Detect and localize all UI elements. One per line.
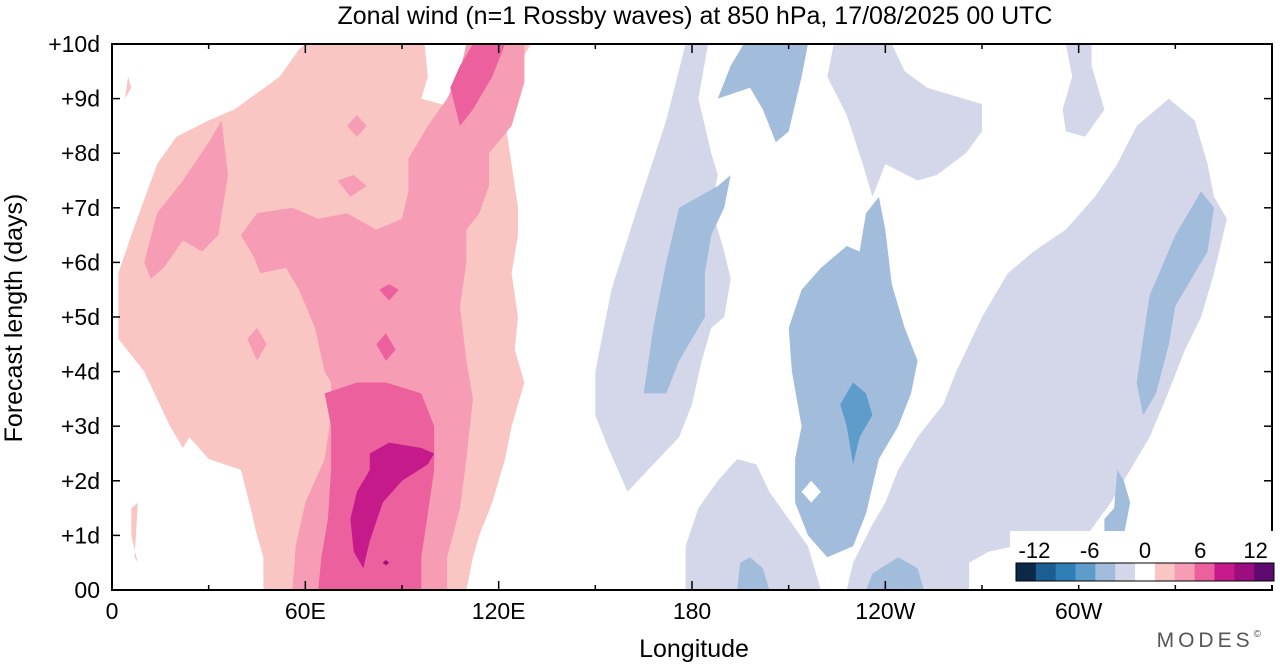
y-tick-label: 00	[74, 577, 100, 603]
x-axis-label: Longitude	[639, 635, 749, 663]
contour-region	[788, 180, 808, 214]
colorbar-swatch	[1194, 563, 1215, 581]
colorbar-tick-label: -12	[1019, 538, 1051, 563]
contour-region	[717, 44, 808, 143]
contour-region	[240, 44, 525, 590]
contour-region	[131, 502, 138, 563]
y-axis: 00 +1d +2d +3d +4d +5d +6d +7d +8d +9d +10d	[48, 31, 1272, 603]
contour-region	[379, 284, 399, 301]
colorbar-swatch	[1254, 563, 1275, 581]
colorbar-tick-label: 0	[1139, 538, 1151, 563]
x-tick-label: 60E	[285, 598, 326, 624]
contour-region	[450, 44, 506, 126]
chart-title: Zonal wind (n=1 Rossby waves) at 850 hPa…	[338, 2, 1053, 30]
modes-logo: MODES©	[1157, 629, 1265, 652]
contour-region	[144, 120, 228, 279]
y-axis-label: Forecast length (days)	[0, 194, 28, 443]
x-tick-label: 0	[106, 598, 119, 624]
colorbar-swatch	[1035, 563, 1056, 581]
contour-region	[595, 44, 982, 492]
contour-region	[247, 327, 267, 361]
y-tick-label: +6d	[61, 249, 100, 275]
y-tick-label: +9d	[61, 86, 100, 112]
contour-region	[337, 175, 367, 197]
colorbar-swatch	[1016, 563, 1037, 581]
y-tick-label: +2d	[61, 468, 100, 494]
contour-region	[376, 333, 396, 361]
contour-region	[788, 196, 918, 558]
contour-region	[685, 459, 821, 590]
contour-region	[801, 480, 821, 503]
colorbar-swatch	[1115, 563, 1136, 581]
plot-area	[111, 43, 1273, 591]
contour-region	[1136, 191, 1214, 416]
y-tick-label: +7d	[61, 195, 100, 221]
colorbar-swatch	[1075, 563, 1096, 581]
y-tick-label: +3d	[61, 413, 100, 439]
y-tick-label: +10d	[48, 31, 100, 57]
colorbar-swatch	[1055, 563, 1076, 581]
colorbar-swatch	[1154, 563, 1176, 581]
colorbar-tick-label: 12	[1243, 538, 1267, 563]
x-tick-label: 180	[673, 598, 711, 624]
y-tick-label: +5d	[61, 304, 100, 330]
colorbar-swatch	[1135, 563, 1156, 581]
contour-region	[382, 560, 390, 566]
colorbar-tick-label: -6	[1080, 538, 1100, 563]
x-axis: 0 60E 120E 180 120W 60W	[106, 44, 1273, 624]
contour-region	[643, 175, 731, 394]
y-tick-label: +1d	[61, 522, 100, 548]
colorbar-frame	[1015, 562, 1275, 582]
colorbar-swatch	[1174, 563, 1195, 581]
contour-region	[350, 442, 435, 569]
x-tick-label: 60W	[1055, 598, 1103, 624]
contour-region	[846, 98, 1227, 590]
colorbar-swatch	[1214, 563, 1235, 581]
contour-region	[124, 76, 132, 99]
colorbar-swatch	[1095, 563, 1116, 581]
y-tick-label: +8d	[61, 140, 100, 166]
contour-region	[1062, 44, 1105, 137]
contour-region	[347, 115, 367, 137]
contour-region	[866, 557, 924, 590]
colorbar: -12 -6 0 6 12	[1010, 531, 1278, 585]
contour-region	[737, 557, 770, 590]
x-tick-label: 120W	[855, 598, 915, 624]
contour-region	[840, 382, 873, 465]
colorbar-swatch	[1234, 563, 1255, 581]
x-tick-label: 120E	[472, 598, 526, 624]
colorbar-tick-label: 6	[1194, 538, 1206, 563]
y-tick-label: +4d	[61, 359, 100, 385]
